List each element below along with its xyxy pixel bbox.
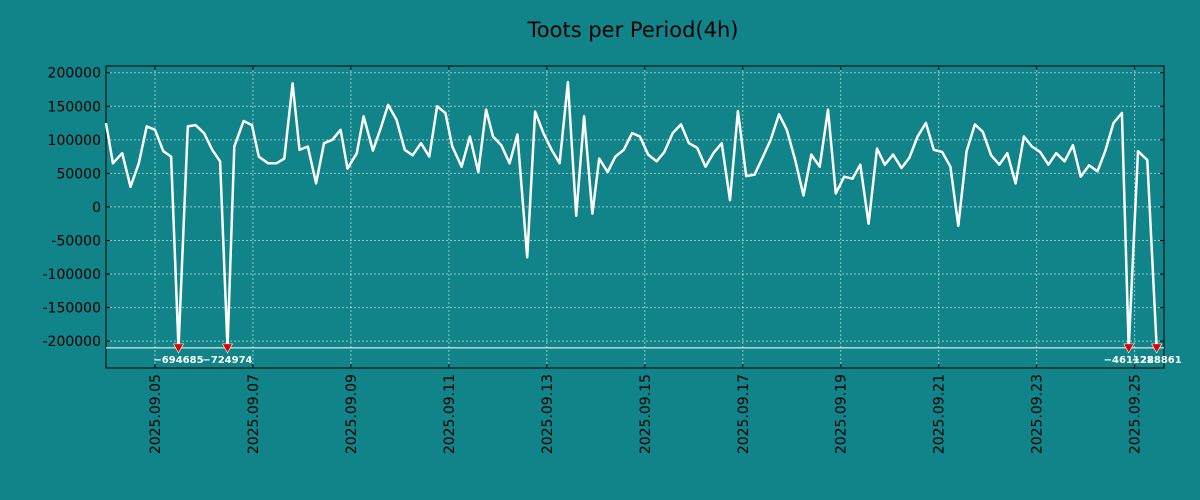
y-tick-label: 0 — [92, 200, 101, 216]
clip-marker — [1151, 343, 1163, 354]
x-tick-label: 2025.09.25 — [1128, 374, 1144, 454]
x-tick-label: 2025.09.09 — [344, 374, 360, 454]
clip-value-label: −694685 — [153, 355, 203, 366]
clip-markers: −694685−724974 −461122−288861 — [153, 343, 1182, 366]
plot-area — [105, 65, 1165, 369]
x-tick-label: 2025.09.07 — [246, 374, 262, 454]
x-axis: 2025.09.05 2025.09.07 2025.09.09 2025.09.11… — [148, 66, 1144, 454]
x-tick-label: 2025.09.19 — [834, 374, 850, 454]
y-tick-label: 150000 — [48, 99, 101, 115]
x-tick-label: 2025.09.15 — [638, 374, 654, 454]
clip-value-label: −288861 — [1132, 355, 1182, 366]
x-tick-label: 2025.09.13 — [540, 374, 556, 454]
series-line-toots — [104, 80, 1158, 350]
x-tick-label: 2025.09.23 — [1030, 374, 1046, 454]
x-tick-label: 2025.09.17 — [736, 374, 752, 454]
y-tick-label: -200000 — [43, 334, 102, 350]
clip-marker — [172, 343, 185, 354]
y-tick-label: -100000 — [43, 267, 102, 283]
x-tick-label: 2025.09.11 — [442, 374, 458, 454]
clip-marker — [221, 343, 233, 354]
clip-marker — [1123, 343, 1135, 354]
x-tick-label: 2025.09.05 — [148, 374, 164, 454]
clip-value-label: −461122 — [1104, 355, 1154, 366]
chart-title: Toots per Period(4h) — [527, 18, 739, 42]
y-tick-label: -50000 — [51, 233, 101, 249]
x-tick-label: 2025.09.21 — [932, 374, 948, 454]
grid — [106, 66, 1164, 368]
y-tick-label: -150000 — [43, 301, 102, 317]
y-axis: 200000 150000 100000 50000 0 -50000 -100000 -15… — [43, 66, 1164, 350]
y-tick-label: 50000 — [56, 166, 101, 182]
y-tick-label: 200000 — [48, 66, 101, 82]
clip-value-label: −724974 — [202, 355, 252, 366]
y-tick-label: 100000 — [48, 133, 101, 149]
